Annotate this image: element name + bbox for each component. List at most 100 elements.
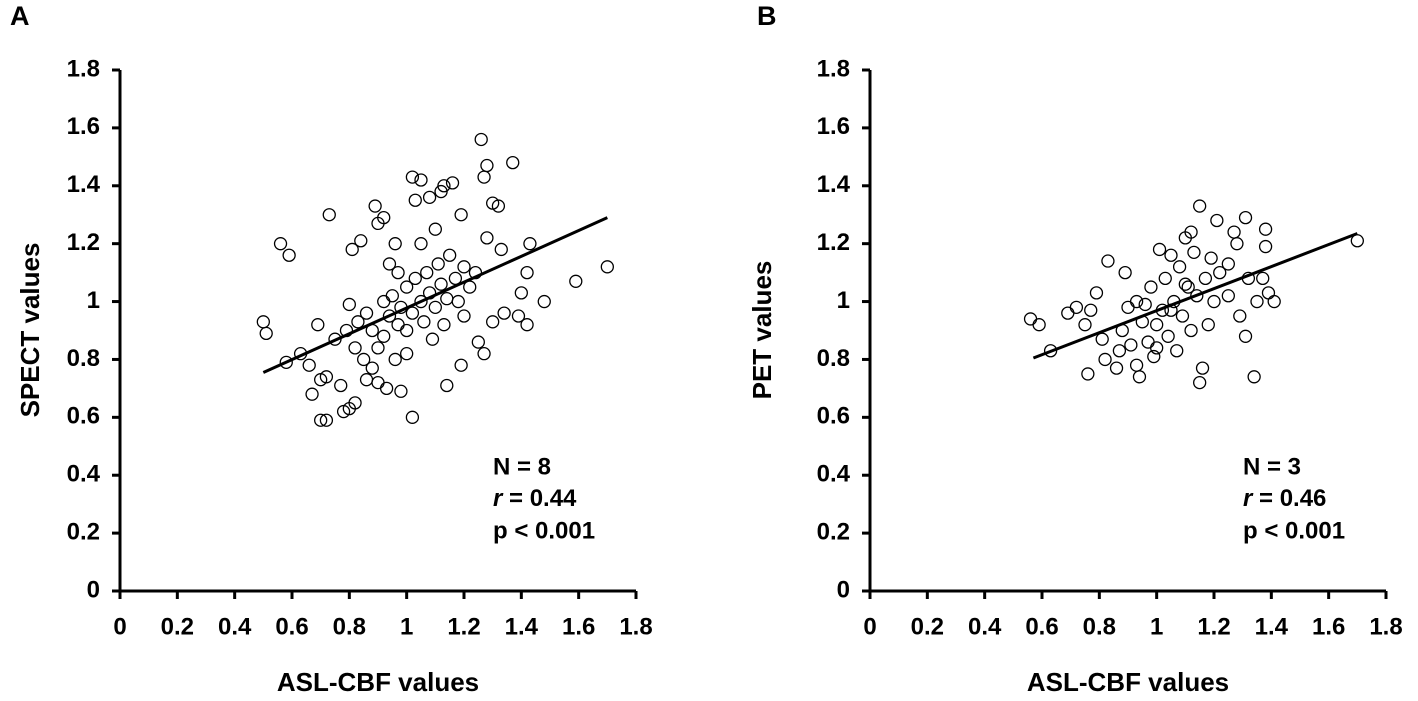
data-point bbox=[1184, 225, 1198, 239]
data-point bbox=[314, 413, 328, 427]
data-point bbox=[1150, 341, 1164, 355]
x-tick-label: 0.2 bbox=[161, 613, 194, 640]
data-point bbox=[328, 332, 342, 346]
annotation: p < 0.001 bbox=[493, 517, 595, 544]
data-point bbox=[1089, 286, 1104, 300]
data-point bbox=[477, 347, 491, 361]
data-point bbox=[379, 381, 394, 396]
x-tick-label: 1.2 bbox=[447, 613, 480, 640]
data-point bbox=[440, 292, 454, 306]
panel-label: B bbox=[757, 1, 777, 31]
data-point bbox=[1170, 344, 1184, 358]
data-point bbox=[437, 179, 451, 193]
data-point bbox=[365, 361, 379, 375]
data-point bbox=[520, 265, 534, 280]
data-point bbox=[1098, 352, 1112, 367]
data-point bbox=[354, 234, 368, 248]
x-tick-label: 1.6 bbox=[1312, 613, 1345, 640]
x-tick-label: 0 bbox=[113, 613, 126, 640]
data-point bbox=[451, 294, 465, 309]
data-point bbox=[457, 260, 471, 274]
data-point bbox=[319, 370, 334, 384]
x-tick-label: 0 bbox=[863, 613, 876, 640]
data-point bbox=[443, 248, 457, 262]
annotation: p < 0.001 bbox=[1243, 517, 1345, 544]
data-point bbox=[408, 193, 422, 207]
data-point bbox=[1213, 265, 1227, 280]
data-point bbox=[1207, 294, 1221, 309]
data-point bbox=[302, 358, 316, 372]
data-point bbox=[359, 373, 374, 387]
data-point bbox=[1258, 239, 1273, 254]
data-point bbox=[1078, 318, 1092, 332]
data-point bbox=[428, 300, 442, 314]
x-tick-label: 0.4 bbox=[218, 613, 252, 640]
data-point bbox=[382, 309, 397, 323]
y-tick-label: 1 bbox=[837, 287, 850, 314]
data-point bbox=[434, 277, 448, 291]
data-point bbox=[342, 297, 356, 312]
data-point bbox=[1261, 286, 1276, 300]
data-point bbox=[1210, 213, 1224, 228]
data-point bbox=[474, 132, 488, 147]
data-point bbox=[1172, 260, 1187, 274]
data-point bbox=[400, 323, 414, 338]
data-point bbox=[371, 375, 385, 390]
y-tick-label: 1.4 bbox=[817, 171, 851, 198]
y-tick-label: 0 bbox=[837, 576, 850, 603]
data-point bbox=[388, 237, 402, 251]
data-point bbox=[1267, 294, 1281, 309]
data-point bbox=[1187, 245, 1201, 260]
y-tick-label: 1 bbox=[87, 287, 100, 314]
data-point bbox=[377, 329, 391, 343]
data-point bbox=[359, 306, 374, 320]
annotation: r = 0.46 bbox=[1243, 485, 1326, 512]
data-point bbox=[506, 155, 520, 170]
data-point bbox=[1118, 265, 1132, 280]
x-axis-label: ASL-CBF values bbox=[277, 667, 479, 697]
data-point bbox=[371, 216, 385, 231]
data-point bbox=[405, 306, 420, 320]
data-point bbox=[1193, 199, 1207, 213]
x-tick-label: 1 bbox=[1150, 613, 1163, 640]
data-point bbox=[1141, 335, 1155, 349]
x-tick-label: 1.6 bbox=[562, 613, 595, 640]
data-point bbox=[1190, 289, 1204, 303]
x-tick-label: 0.6 bbox=[1025, 613, 1058, 640]
y-tick-label: 0.4 bbox=[67, 461, 101, 488]
data-point bbox=[348, 396, 362, 410]
y-axis-label: SPECT values bbox=[15, 243, 45, 418]
data-point bbox=[1121, 300, 1135, 314]
data-point bbox=[537, 294, 551, 309]
data-point bbox=[497, 306, 511, 320]
data-point bbox=[282, 248, 296, 262]
data-point bbox=[311, 318, 325, 332]
data-point bbox=[357, 352, 371, 367]
data-point bbox=[486, 315, 500, 329]
annotation: N = 8 bbox=[493, 453, 551, 480]
y-tick-label: 1.4 bbox=[67, 171, 101, 198]
data-point bbox=[414, 294, 428, 309]
x-tick-label: 0.6 bbox=[275, 613, 308, 640]
y-tick-label: 1.6 bbox=[67, 113, 100, 140]
data-point bbox=[1258, 222, 1273, 236]
data-point bbox=[445, 176, 460, 190]
data-point bbox=[1198, 271, 1213, 286]
data-point bbox=[480, 231, 494, 245]
data-point bbox=[1201, 318, 1215, 332]
data-point bbox=[1204, 251, 1218, 265]
data-point bbox=[600, 260, 614, 274]
data-point bbox=[420, 265, 434, 280]
data-point bbox=[305, 387, 319, 401]
data-point bbox=[1081, 367, 1095, 381]
y-tick-label: 0.6 bbox=[817, 403, 850, 430]
data-point bbox=[377, 294, 391, 309]
data-point bbox=[1150, 318, 1164, 332]
data-point bbox=[1112, 344, 1127, 358]
data-point bbox=[440, 378, 454, 393]
data-point bbox=[1233, 309, 1247, 323]
data-point bbox=[1152, 242, 1167, 257]
data-point bbox=[334, 378, 348, 393]
data-point bbox=[405, 410, 420, 424]
